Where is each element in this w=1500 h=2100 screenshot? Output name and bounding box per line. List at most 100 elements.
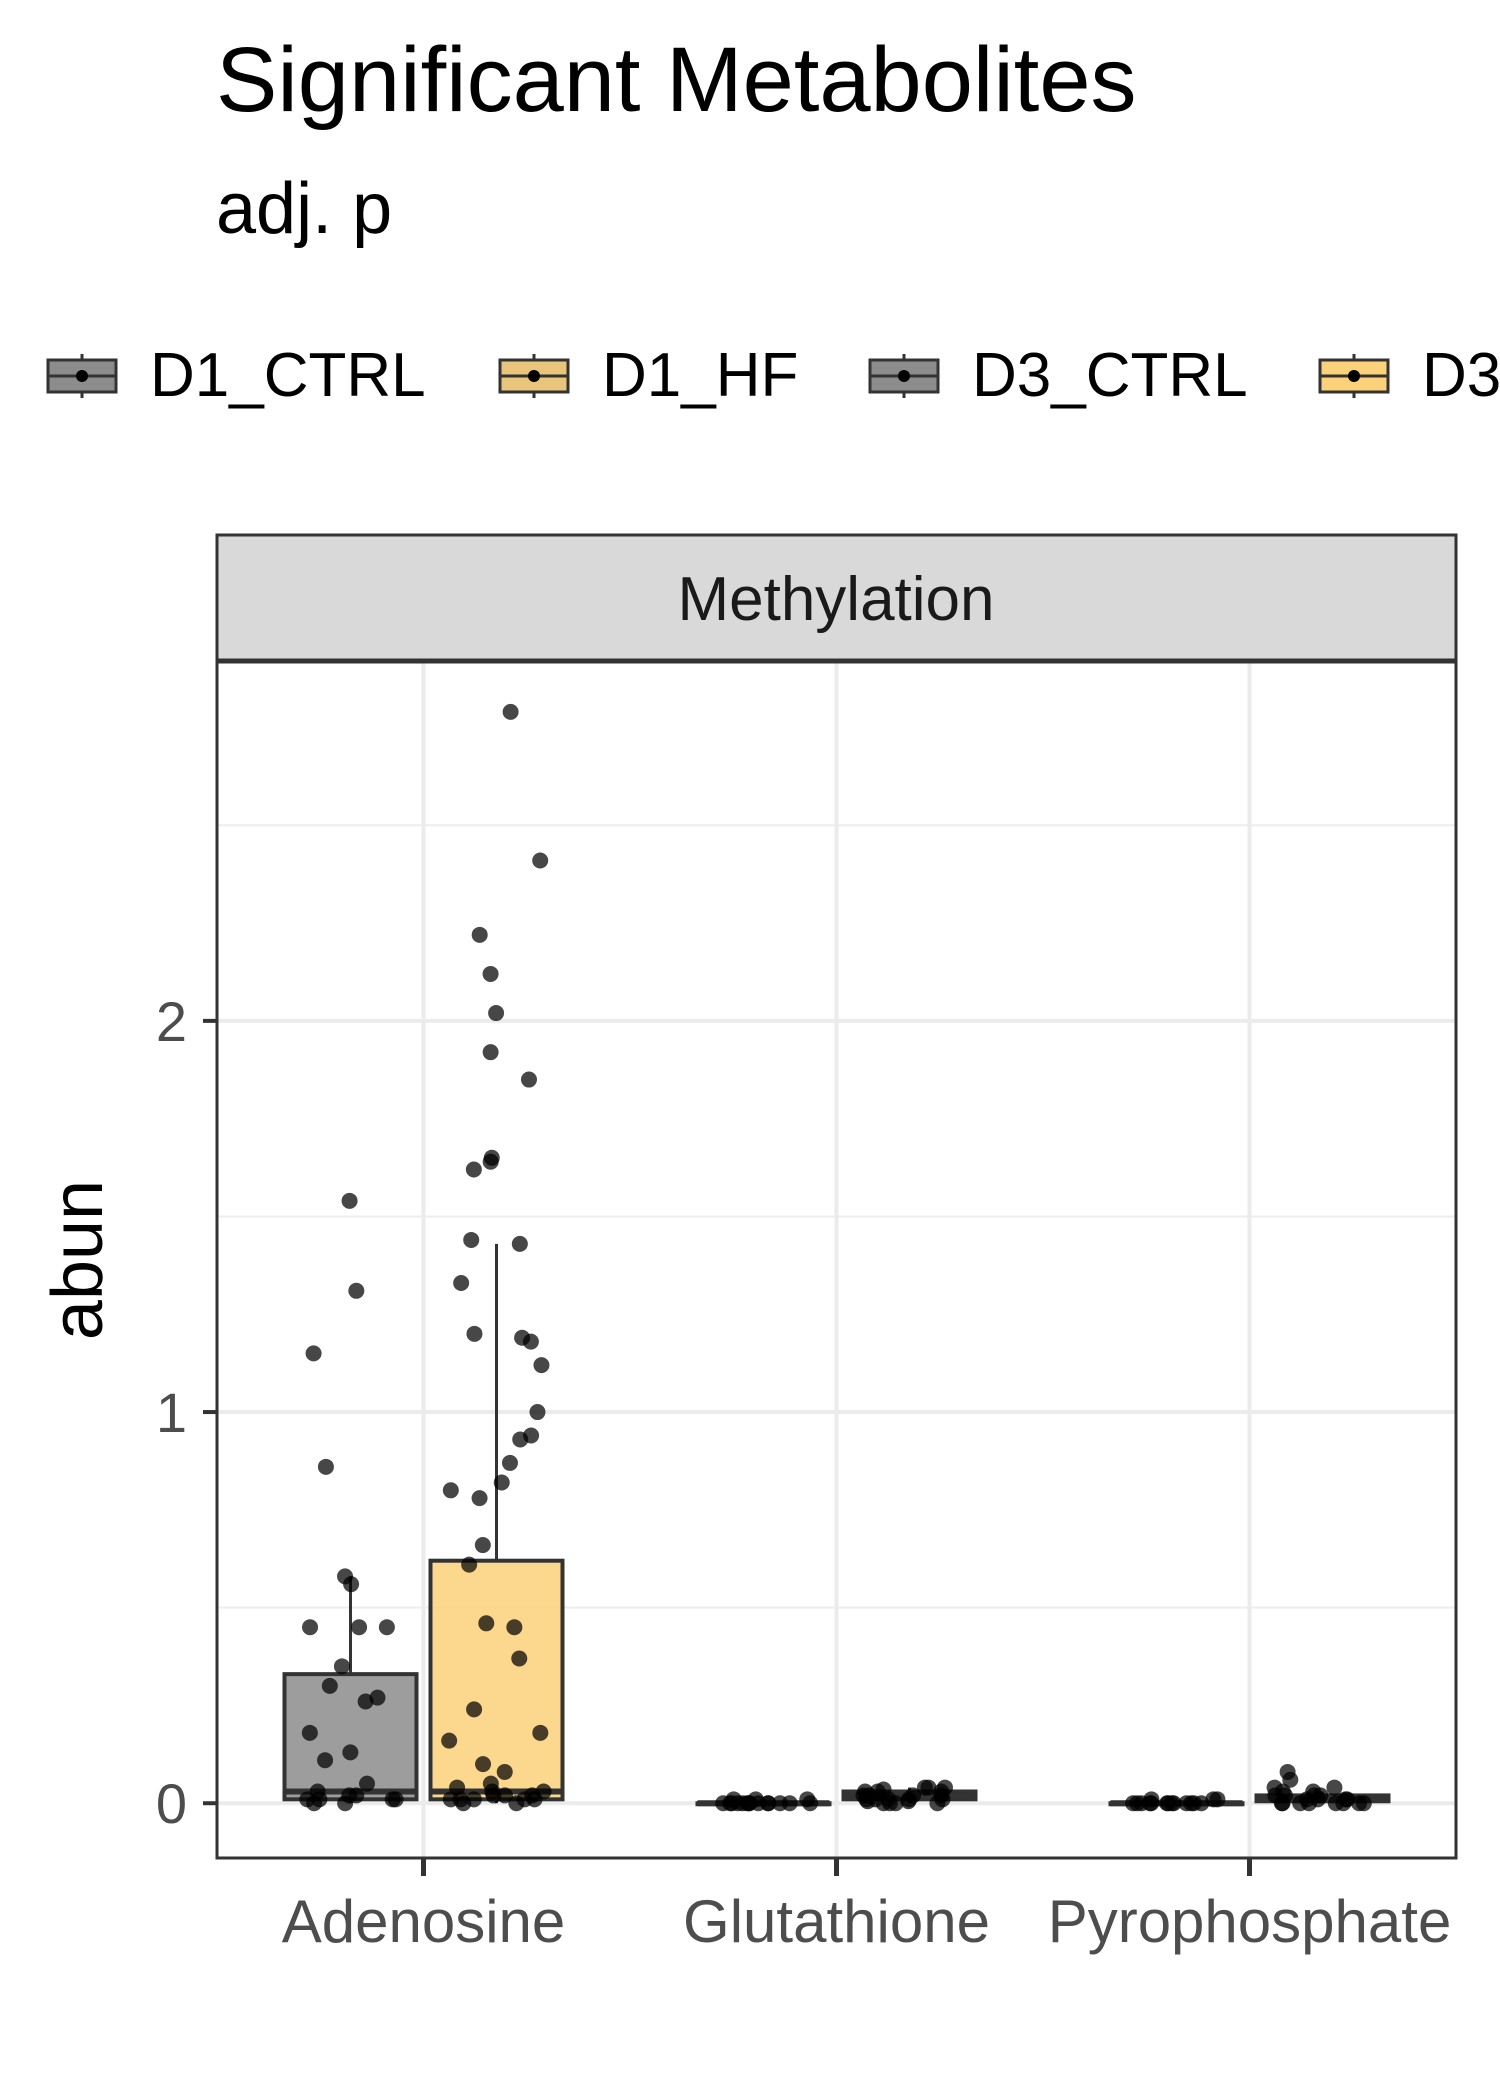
data-point	[359, 1775, 376, 1792]
data-point	[342, 1744, 359, 1761]
data-point	[802, 1795, 819, 1812]
data-point	[482, 1153, 499, 1170]
data-point	[474, 1537, 491, 1554]
data-point	[532, 852, 549, 869]
data-point	[1326, 1779, 1343, 1796]
chart-title: Significant Metabolites	[216, 29, 1137, 131]
legend-label: D3_CTRL	[972, 341, 1248, 410]
data-point	[302, 1619, 319, 1636]
data-point	[348, 1282, 365, 1299]
y-tick-label: 1	[156, 1381, 187, 1444]
data-point	[333, 1658, 350, 1675]
data-point	[1125, 1795, 1142, 1812]
data-point	[512, 1431, 529, 1448]
data-point	[496, 1763, 513, 1780]
data-point	[1205, 1791, 1222, 1808]
data-point	[301, 1724, 318, 1741]
data-point	[378, 1619, 395, 1636]
data-point	[511, 1235, 528, 1252]
data-point	[916, 1779, 933, 1796]
data-point	[465, 1161, 482, 1178]
data-point	[502, 703, 519, 720]
data-point	[529, 1404, 546, 1421]
data-point	[501, 1454, 518, 1471]
data-point	[929, 1795, 946, 1812]
data-point	[715, 1795, 732, 1812]
data-point	[900, 1793, 917, 1810]
data-point	[466, 1325, 483, 1342]
x-tick-label: Glutathione	[683, 1888, 990, 1955]
data-point	[526, 1791, 543, 1808]
x-tick-label: Pyrophosphate	[1048, 1888, 1452, 1955]
data-point	[351, 1619, 368, 1636]
data-point	[506, 1619, 523, 1636]
chart-subtitle: adj. p	[216, 169, 393, 249]
data-point	[482, 1044, 499, 1061]
data-point	[781, 1795, 798, 1812]
axes: 0 1 2 Adenosine Glutathione Pyrophosphate	[156, 990, 1451, 1955]
data-point	[442, 1482, 459, 1499]
data-point	[1301, 1795, 1318, 1812]
data-point	[522, 1333, 539, 1350]
data-point	[482, 965, 499, 982]
data-point	[387, 1791, 404, 1808]
data-point	[442, 1791, 459, 1808]
data-point	[532, 1724, 549, 1741]
data-point	[471, 1490, 488, 1507]
data-point	[337, 1795, 354, 1812]
legend-label: D1_CTRL	[150, 341, 426, 410]
legend-label: D3	[1422, 341, 1500, 410]
data-point	[305, 1345, 322, 1362]
data-point	[533, 1357, 550, 1374]
data-point	[520, 1071, 537, 1088]
legend: D1_CTRL D1_HF D3_CTRL	[0, 330, 1500, 420]
data-point	[475, 1756, 492, 1773]
data-point	[466, 1701, 483, 1718]
box	[428, 1558, 565, 1802]
data-point	[488, 1005, 505, 1022]
data-point	[496, 1787, 513, 1804]
data-point	[881, 1795, 898, 1812]
y-tick-label: 2	[156, 990, 187, 1053]
legend-key-icon	[498, 354, 570, 398]
data-points	[299, 703, 1372, 1812]
data-point	[455, 1795, 472, 1812]
y-tick-label: 0	[156, 1772, 187, 1835]
data-point	[760, 1795, 777, 1812]
legend-key-icon	[1318, 354, 1390, 398]
data-point	[463, 1231, 480, 1248]
data-point	[471, 926, 488, 943]
data-point	[317, 1752, 334, 1769]
data-point	[1185, 1795, 1202, 1812]
grid	[217, 661, 1456, 1858]
data-point	[453, 1274, 470, 1291]
data-point	[441, 1732, 458, 1749]
legend-label: D1_HF	[602, 341, 799, 410]
data-point	[461, 1556, 478, 1573]
data-point	[341, 1192, 358, 1209]
data-point	[306, 1795, 323, 1812]
x-tick-label: Adenosine	[282, 1888, 566, 1955]
data-point	[485, 1787, 502, 1804]
facet-strip	[215, 533, 1458, 663]
legend-key-icon	[868, 354, 940, 398]
data-point	[478, 1615, 495, 1632]
data-point	[1160, 1795, 1177, 1812]
facet-label: Methylation	[677, 565, 994, 634]
data-point	[1274, 1795, 1291, 1812]
data-point	[508, 1795, 525, 1812]
data-point	[357, 1693, 374, 1710]
data-point	[321, 1677, 338, 1694]
data-point	[511, 1650, 528, 1667]
data-point	[1141, 1795, 1158, 1812]
data-point	[1351, 1795, 1368, 1812]
data-point	[1327, 1795, 1344, 1812]
data-point	[317, 1458, 334, 1475]
data-point	[859, 1793, 876, 1810]
data-point	[741, 1795, 758, 1812]
legend-key-icon	[46, 354, 118, 398]
data-point	[1282, 1771, 1299, 1788]
data-point	[493, 1474, 510, 1491]
